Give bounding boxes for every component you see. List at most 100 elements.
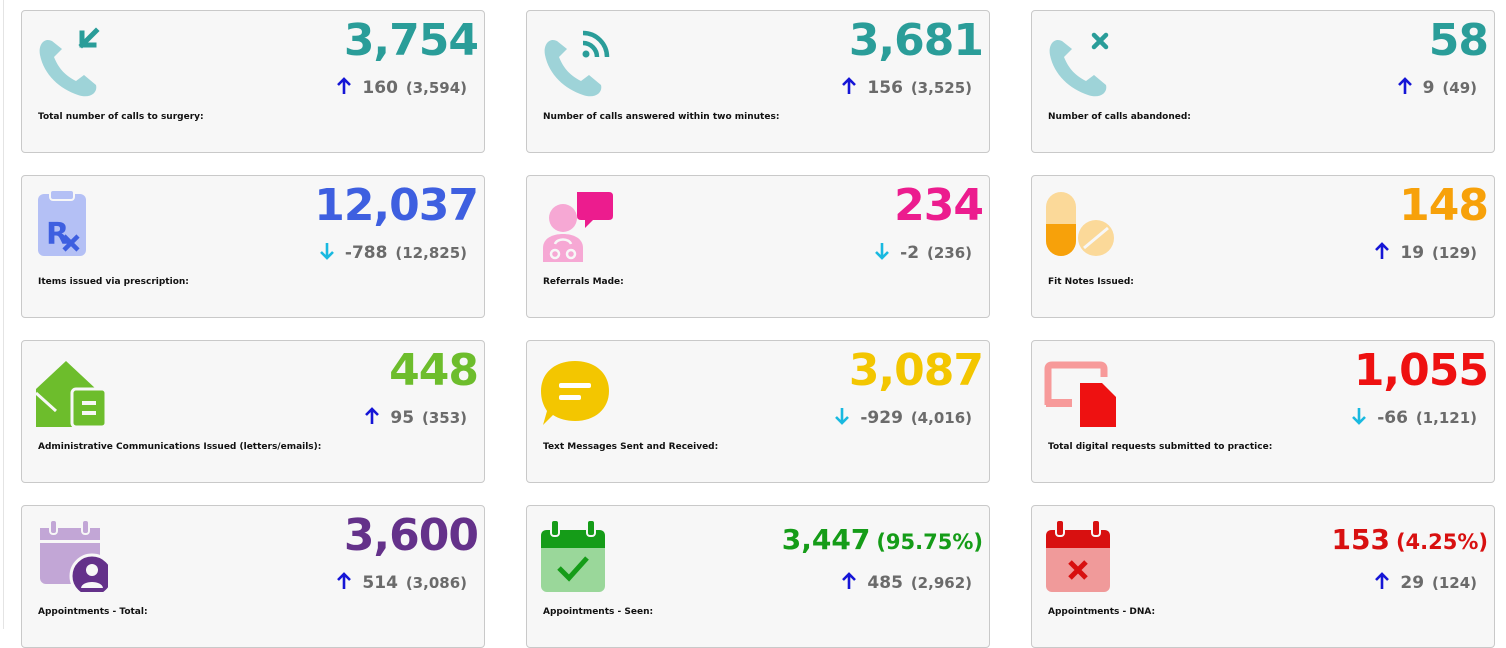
stat-label: Referrals Made: [543,277,624,287]
stat-previous: (124) [1431,574,1477,592]
stat-value: 148 [1399,180,1489,231]
stat-label: Items issued via prescription: [38,277,189,287]
arrow-down-icon [1352,408,1367,425]
stat-value: 3,600 [343,508,479,564]
stat-value: 1,055 [1353,345,1489,396]
stat-value: 58 [1428,15,1489,66]
arrow-up-icon [1375,572,1390,589]
stat-value: 3,087 [848,345,984,396]
stat-change: 514 [362,573,398,593]
stat-trend: -2 (236) [874,240,972,266]
stat-card-calls-answered: 3,681 156 (3,525) Number of calls answer… [526,10,990,153]
pills-icon [1044,188,1118,262]
stat-value: 234 [894,180,984,231]
phone-missed-icon [1044,23,1118,97]
arrow-up-icon [842,77,857,94]
stat-card-text-messages: 3,087 -929 (4,016) Text Messages Sent an… [526,340,990,483]
stat-percent: (4.25%) [1395,530,1488,554]
stat-change: -929 [860,408,903,428]
digital-request-icon [1044,353,1118,427]
arrow-up-icon [365,407,380,424]
stat-value: 153 (4.25%) [1331,520,1488,562]
stat-trend: 29 (124) [1374,570,1477,596]
stat-label: Appointments - Seen: [543,607,654,617]
stat-previous: (3,594) [405,79,467,97]
stat-previous: (12,825) [395,244,467,262]
stat-change: 9 [1422,78,1435,98]
stat-value: 448 [389,345,479,396]
stat-change: 95 [390,408,415,428]
arrow-up-icon [1397,77,1412,94]
stat-trend: 156 (3,525) [841,75,972,101]
stat-change: 160 [362,78,398,98]
stat-trend: -788 (12,825) [319,240,467,266]
stat-value: 12,037 [314,180,479,231]
phone-incoming-icon [34,23,108,97]
stat-value: 3,447 (95.75%) [782,520,983,562]
arrow-up-icon [842,572,857,589]
stat-card-appointments-dna: 153 (4.25%) 29 (124) Appointments - DNA: [1031,505,1495,648]
stat-change: 19 [1400,243,1425,263]
stat-value: 3,681 [848,15,984,66]
stat-previous: (3,525) [910,79,972,97]
stat-change: -2 [900,243,920,263]
phone-ringing-icon [539,23,613,97]
message-bubble-icon [539,353,613,427]
doctor-chat-icon [539,188,613,262]
stat-card-fit-notes: 148 19 (129) Fit Notes Issued: [1031,175,1495,318]
stat-previous: (353) [421,409,467,427]
stat-change: -788 [344,243,388,263]
arrow-down-icon [835,408,850,425]
stat-change: -66 [1377,408,1408,428]
stat-label: Number of calls answered within two minu… [543,112,780,122]
mail-house-icon [34,353,108,427]
stat-card-calls-abandoned: 58 9 (49) Number of calls abandoned: [1031,10,1495,153]
stat-percent: (95.75%) [876,530,983,554]
stat-trend: 485 (2,962) [841,570,972,596]
stat-value: 3,754 [343,15,479,66]
stat-trend: 160 (3,594) [336,75,467,101]
stat-previous: (4,016) [910,409,972,427]
stat-card-calls-total: 3,754 160 (3,594) Total number of calls … [21,10,485,153]
stat-previous: (49) [1442,79,1477,97]
stat-trend: -66 (1,121) [1351,405,1477,431]
stat-label: Appointments - Total: [38,607,148,617]
calendar-user-icon [34,518,108,592]
stat-label: Total digital requests submitted to prac… [1048,442,1273,452]
stat-card-appointments-seen: 3,447 (95.75%) 485 (2,962) Appointments -… [526,505,990,648]
stat-previous: (1,121) [1415,409,1477,427]
stat-change: 156 [867,78,903,98]
calendar-check-icon [539,518,613,592]
stat-trend: 514 (3,086) [336,570,467,596]
stat-label: Total number of calls to surgery: [38,112,204,122]
stat-value-number: 3,447 [781,523,871,556]
stat-card-prescriptions: R 12,037 -788 (12,825) Items issued via … [21,175,485,318]
stat-label: Fit Notes Issued: [1048,277,1134,287]
stat-label: Number of calls abandoned: [1048,112,1191,122]
stat-card-admin-comms: 448 95 (353) Administrative Communicatio… [21,340,485,483]
stat-card-referrals: 234 -2 (236) Referrals Made: [526,175,990,318]
svg-text:R: R [46,217,69,252]
stat-change: 29 [1400,573,1425,593]
stat-card-digital-requests: 1,055 -66 (1,121) Total digital requests… [1031,340,1495,483]
stat-previous: (3,086) [405,574,467,592]
stat-trend: 95 (353) [364,405,467,431]
arrow-down-icon [875,243,890,260]
stat-label: Administrative Communications Issued (le… [38,442,322,452]
page-left-border [3,0,4,629]
prescription-clipboard-icon: R [34,188,108,262]
stat-trend: 9 (49) [1397,75,1477,101]
arrow-down-icon [320,243,334,260]
stat-trend: 19 (129) [1374,240,1477,266]
arrow-up-icon [337,572,352,589]
stat-card-appointments-total: 3,600 514 (3,086) Appointments - Total: [21,505,485,648]
stat-previous: (236) [926,244,972,262]
calendar-x-icon [1044,518,1118,592]
stat-previous: (2,962) [910,574,972,592]
arrow-up-icon [337,77,352,94]
stat-value-number: 3,600 [343,510,479,561]
stat-previous: (129) [1431,244,1477,262]
stat-label: Text Messages Sent and Received: [543,442,719,452]
stat-label: Appointments - DNA: [1048,607,1156,617]
stat-trend: -929 (4,016) [834,405,972,431]
